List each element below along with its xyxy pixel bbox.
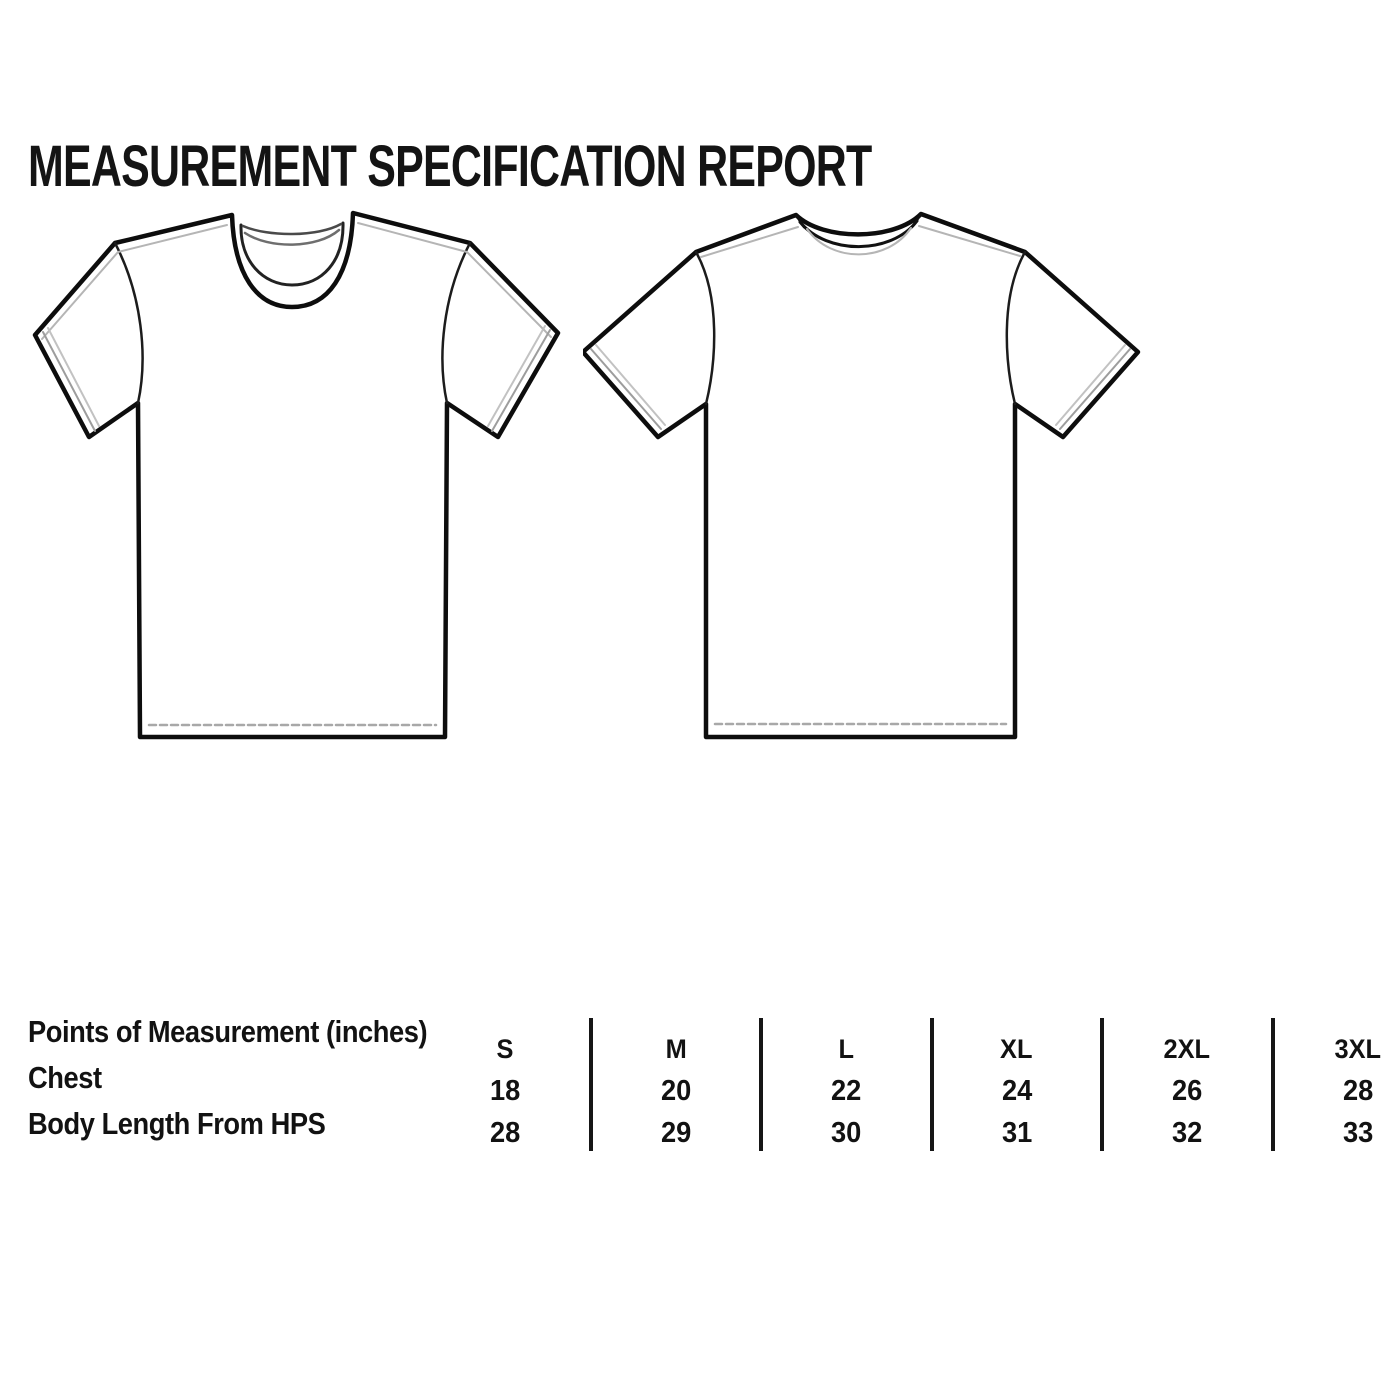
size-column-3xl: 3XL 28 33 bbox=[1273, 1016, 1400, 1154]
size-header-3xl: 3XL bbox=[1334, 1034, 1382, 1065]
chest-value-s: 18 bbox=[490, 1075, 521, 1107]
back-armhole-seams bbox=[694, 250, 1027, 406]
length-value-m: 29 bbox=[660, 1116, 691, 1149]
front-collar bbox=[239, 221, 345, 287]
tshirt-back-diagram bbox=[583, 211, 1141, 740]
front-sleeve-stitches bbox=[42, 325, 551, 432]
chest-value-2xl: 26 bbox=[1172, 1075, 1203, 1107]
tshirt-front-diagram bbox=[32, 210, 561, 740]
size-header-l: L bbox=[838, 1034, 855, 1065]
chest-value-l: 22 bbox=[831, 1075, 862, 1107]
back-collar bbox=[794, 212, 923, 256]
size-column-2xl: 2XL 26 32 bbox=[1102, 1016, 1273, 1154]
page-title: MEASUREMENT SPECIFICATION REPORT bbox=[28, 133, 872, 199]
size-header-s: S bbox=[496, 1034, 514, 1065]
size-header-2xl: 2XL bbox=[1163, 1034, 1211, 1065]
size-column-s: S 18 28 bbox=[420, 1016, 591, 1154]
back-sleeve-stitches bbox=[590, 344, 1131, 430]
size-column-m: M 20 29 bbox=[591, 1016, 762, 1154]
length-value-s: 28 bbox=[490, 1116, 521, 1149]
row-label-chest: Chest bbox=[28, 1060, 102, 1095]
column-divider bbox=[588, 1018, 593, 1151]
size-header-m: M bbox=[665, 1034, 687, 1065]
column-divider bbox=[1270, 1018, 1275, 1151]
front-armhole-seams bbox=[113, 241, 472, 405]
points-of-measurement-column: Points of Measurement (inches) Chest Bod… bbox=[28, 1009, 482, 1147]
column-divider bbox=[929, 1018, 934, 1151]
front-body-outline bbox=[32, 210, 561, 740]
table-header-label: Points of Measurement (inches) bbox=[28, 1014, 428, 1049]
chest-value-3xl: 28 bbox=[1342, 1075, 1373, 1107]
row-label-body-length: Body Length From HPS bbox=[28, 1106, 326, 1141]
length-value-2xl: 32 bbox=[1172, 1116, 1203, 1149]
column-divider bbox=[759, 1018, 763, 1151]
length-value-xl: 31 bbox=[1001, 1116, 1032, 1149]
size-column-l: L 22 30 bbox=[761, 1016, 932, 1154]
length-value-l: 30 bbox=[831, 1116, 862, 1149]
chest-value-m: 20 bbox=[660, 1075, 691, 1107]
length-value-3xl: 33 bbox=[1342, 1116, 1373, 1149]
chest-value-xl: 24 bbox=[1001, 1075, 1032, 1107]
front-shoulder-stitch bbox=[41, 222, 552, 340]
size-column-xl: XL 24 31 bbox=[932, 1016, 1103, 1154]
measurement-table: Points of Measurement (inches) Chest Bod… bbox=[0, 1014, 1400, 1156]
column-divider bbox=[1100, 1018, 1104, 1151]
size-header-xl: XL bbox=[1000, 1034, 1033, 1065]
back-shoulder-stitch bbox=[700, 225, 1021, 258]
back-body-outline bbox=[583, 211, 1141, 740]
